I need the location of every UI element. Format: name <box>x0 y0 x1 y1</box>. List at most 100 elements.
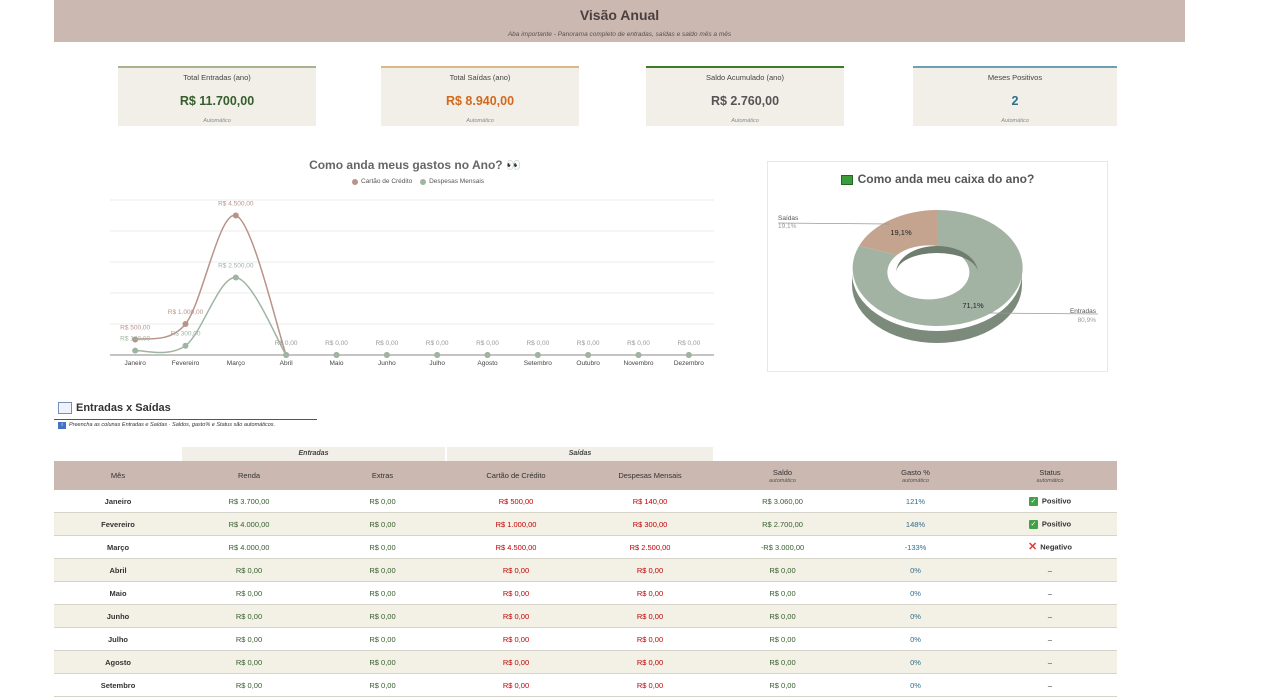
donut-hole-shadow <box>896 246 978 273</box>
cell-mes[interactable]: Fevereiro <box>54 512 182 536</box>
cell-gasto[interactable]: -133% <box>848 535 983 559</box>
cell-mes[interactable]: Setembro <box>54 673 182 697</box>
cell-mes[interactable]: Julho <box>54 627 182 651</box>
cell-cartao[interactable]: R$ 0,00 <box>449 650 583 674</box>
donut-chart-title-text: Como anda meu caixa do ano? <box>857 172 1035 186</box>
col-header-extras: Extras <box>316 461 449 490</box>
cell-cartao[interactable]: R$ 0,00 <box>449 558 583 582</box>
cell-renda[interactable]: R$ 0,00 <box>182 627 316 651</box>
cell-extras[interactable]: R$ 0,00 <box>316 558 449 582</box>
cell-mes[interactable]: Maio <box>54 581 182 605</box>
cell-gasto[interactable]: 0% <box>848 673 983 697</box>
cell-extras[interactable]: R$ 0,00 <box>316 581 449 605</box>
cell-mes[interactable]: Abril <box>54 558 182 582</box>
data-point-monthly <box>182 342 189 349</box>
cell-cartao[interactable]: R$ 0,00 <box>449 604 583 628</box>
data-point-monthly <box>484 352 491 358</box>
cell-mes[interactable]: Março <box>54 535 182 559</box>
donut-label-saidas: Saídas <box>778 215 799 222</box>
cell-extras[interactable]: R$ 0,00 <box>316 650 449 674</box>
data-label-credit: R$ 0,00 <box>677 340 700 347</box>
cell-extras[interactable]: R$ 0,00 <box>316 535 449 559</box>
info-icon: i <box>58 422 66 429</box>
line-chart-gastos[interactable]: Como anda meus gastos no Ano? 👀 Cartão d… <box>100 150 730 375</box>
cell-extras[interactable]: R$ 0,00 <box>316 490 449 513</box>
cell-gasto[interactable]: 0% <box>848 558 983 582</box>
cell-despesas[interactable]: R$ 0,00 <box>583 673 717 697</box>
cell-despesas[interactable]: R$ 0,00 <box>583 627 717 651</box>
col-header-mes: Mês <box>54 461 182 490</box>
cell-cartao[interactable]: R$ 0,00 <box>449 627 583 651</box>
donut-chart-caixa[interactable]: Como anda meu caixa do ano? Saídas 19,1%… <box>767 161 1108 372</box>
status-text: – <box>1047 588 1053 598</box>
cell-gasto[interactable]: 0% <box>848 650 983 674</box>
check-icon: ✓ <box>1028 496 1038 506</box>
cell-saldo[interactable]: R$ 2.700,00 <box>717 512 848 536</box>
cell-saldo[interactable]: R$ 0,00 <box>717 558 848 582</box>
data-point-monthly <box>383 352 390 358</box>
cell-cartao[interactable]: R$ 1.000,00 <box>449 512 583 536</box>
cell-despesas[interactable]: R$ 140,00 <box>583 490 717 513</box>
cell-saldo[interactable]: R$ 0,00 <box>717 581 848 605</box>
card-total-saidas: Total Saídas (ano) R$ 8.940,00 Automátic… <box>381 66 579 126</box>
cell-mes[interactable]: Junho <box>54 604 182 628</box>
table-row: Fevereiro R$ 4.000,00 R$ 0,00 R$ 1.000,00 R$… <box>54 512 1117 536</box>
cell-renda[interactable]: R$ 0,00 <box>182 673 316 697</box>
data-label-monthly: R$ 300,00 <box>171 331 201 338</box>
page-header: Visão Anual Aba importante - Panorama co… <box>54 0 1185 42</box>
table-row: Maio R$ 0,00 R$ 0,00 R$ 0,00 R$ 0,00 R$ 0,00 0… <box>54 581 1117 605</box>
card-accent-bar <box>381 66 579 68</box>
cell-renda[interactable]: R$ 0,00 <box>182 558 316 582</box>
cross-icon: ✕ <box>1028 540 1038 553</box>
cell-renda[interactable]: R$ 4.000,00 <box>182 535 316 559</box>
cell-extras[interactable]: R$ 0,00 <box>316 627 449 651</box>
cell-saldo[interactable]: R$ 0,00 <box>717 673 848 697</box>
data-point-monthly <box>434 352 441 358</box>
card-accent-bar <box>118 66 316 68</box>
cell-cartao[interactable]: R$ 4.500,00 <box>449 535 583 559</box>
cell-gasto[interactable]: 0% <box>848 581 983 605</box>
data-point-monthly <box>635 352 642 358</box>
cell-cartao[interactable]: R$ 500,00 <box>449 490 583 513</box>
cell-renda[interactable]: R$ 0,00 <box>182 581 316 605</box>
cell-extras[interactable]: R$ 0,00 <box>316 604 449 628</box>
cell-renda[interactable]: R$ 0,00 <box>182 604 316 628</box>
cell-saldo[interactable]: R$ 0,00 <box>717 650 848 674</box>
table-row: Junho R$ 0,00 R$ 0,00 R$ 0,00 R$ 0,00 R$ 0,00… <box>54 604 1117 628</box>
x-tick-label: Maio <box>329 360 343 367</box>
cell-saldo[interactable]: R$ 0,00 <box>717 627 848 651</box>
cell-despesas[interactable]: R$ 2.500,00 <box>583 535 717 559</box>
cell-despesas[interactable]: R$ 0,00 <box>583 558 717 582</box>
card-note: Automático <box>466 118 494 124</box>
cell-renda[interactable]: R$ 4.000,00 <box>182 512 316 536</box>
series-line-monthly <box>135 276 287 356</box>
table-row: Janeiro R$ 3.700,00 R$ 0,00 R$ 500,00 R$ 140… <box>54 490 1117 513</box>
page-subtitle: Aba importante - Panorama completo de en… <box>507 31 732 38</box>
table-body: Janeiro R$ 3.700,00 R$ 0,00 R$ 500,00 R$ 140… <box>54 490 1117 697</box>
cell-renda[interactable]: R$ 0,00 <box>182 650 316 674</box>
cell-extras[interactable]: R$ 0,00 <box>316 673 449 697</box>
cell-mes[interactable]: Janeiro <box>54 490 182 513</box>
cell-despesas[interactable]: R$ 0,00 <box>583 581 717 605</box>
card-note: Automático <box>731 118 759 124</box>
cell-extras[interactable]: R$ 0,00 <box>316 512 449 536</box>
cell-gasto[interactable]: 148% <box>848 512 983 536</box>
cell-saldo[interactable]: R$ 3.060,00 <box>717 490 848 513</box>
col-header-cartao: Cartão de Crédito <box>449 461 583 490</box>
cell-cartao[interactable]: R$ 0,00 <box>449 581 583 605</box>
cell-status: ✕ Negativo <box>983 535 1117 559</box>
data-point-monthly <box>585 352 592 358</box>
cell-saldo[interactable]: -R$ 3.000,00 <box>717 535 848 559</box>
cell-saldo[interactable]: R$ 0,00 <box>717 604 848 628</box>
cell-cartao[interactable]: R$ 0,00 <box>449 673 583 697</box>
cell-gasto[interactable]: 0% <box>848 604 983 628</box>
cell-gasto[interactable]: 0% <box>848 627 983 651</box>
donut-depth <box>852 273 1022 343</box>
cell-renda[interactable]: R$ 3.700,00 <box>182 490 316 513</box>
cell-gasto[interactable]: 121% <box>848 490 983 513</box>
cell-mes[interactable]: Agosto <box>54 650 182 674</box>
section-note-text: Preencha as colunas Entradas e Saídas · … <box>69 422 276 428</box>
cell-despesas[interactable]: R$ 0,00 <box>583 650 717 674</box>
cell-despesas[interactable]: R$ 0,00 <box>583 604 717 628</box>
cell-despesas[interactable]: R$ 300,00 <box>583 512 717 536</box>
